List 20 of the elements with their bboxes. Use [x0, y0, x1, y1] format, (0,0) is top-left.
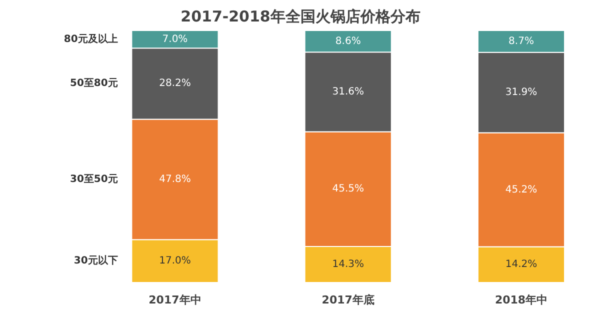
series-label: 50至80元	[70, 77, 118, 90]
data-label: 31.9%	[505, 87, 538, 98]
data-label: 7.0%	[162, 34, 188, 45]
data-label: 8.6%	[335, 36, 361, 47]
series-label: 80元及以上	[64, 32, 118, 45]
data-label: 17.0%	[159, 256, 191, 267]
data-label: 45.5%	[332, 184, 364, 195]
data-label: 47.8%	[159, 174, 191, 185]
x-tick-label: 2017年底	[322, 294, 374, 306]
data-label: 14.3%	[332, 258, 364, 270]
data-label: 28.2%	[159, 78, 191, 90]
data-label: 31.6%	[332, 86, 364, 98]
data-label: 14.2%	[505, 259, 538, 270]
x-tick-label: 2018年中	[494, 294, 548, 306]
chart-title: 2017-2018年全国火锅店价格分布	[180, 8, 420, 26]
series-label: 30元以下	[74, 254, 118, 267]
data-label: 8.7%	[508, 36, 534, 47]
x-tick-label: 2017年中	[148, 294, 202, 306]
data-label: 45.2%	[505, 184, 538, 196]
series-label: 30至50元	[70, 172, 118, 185]
